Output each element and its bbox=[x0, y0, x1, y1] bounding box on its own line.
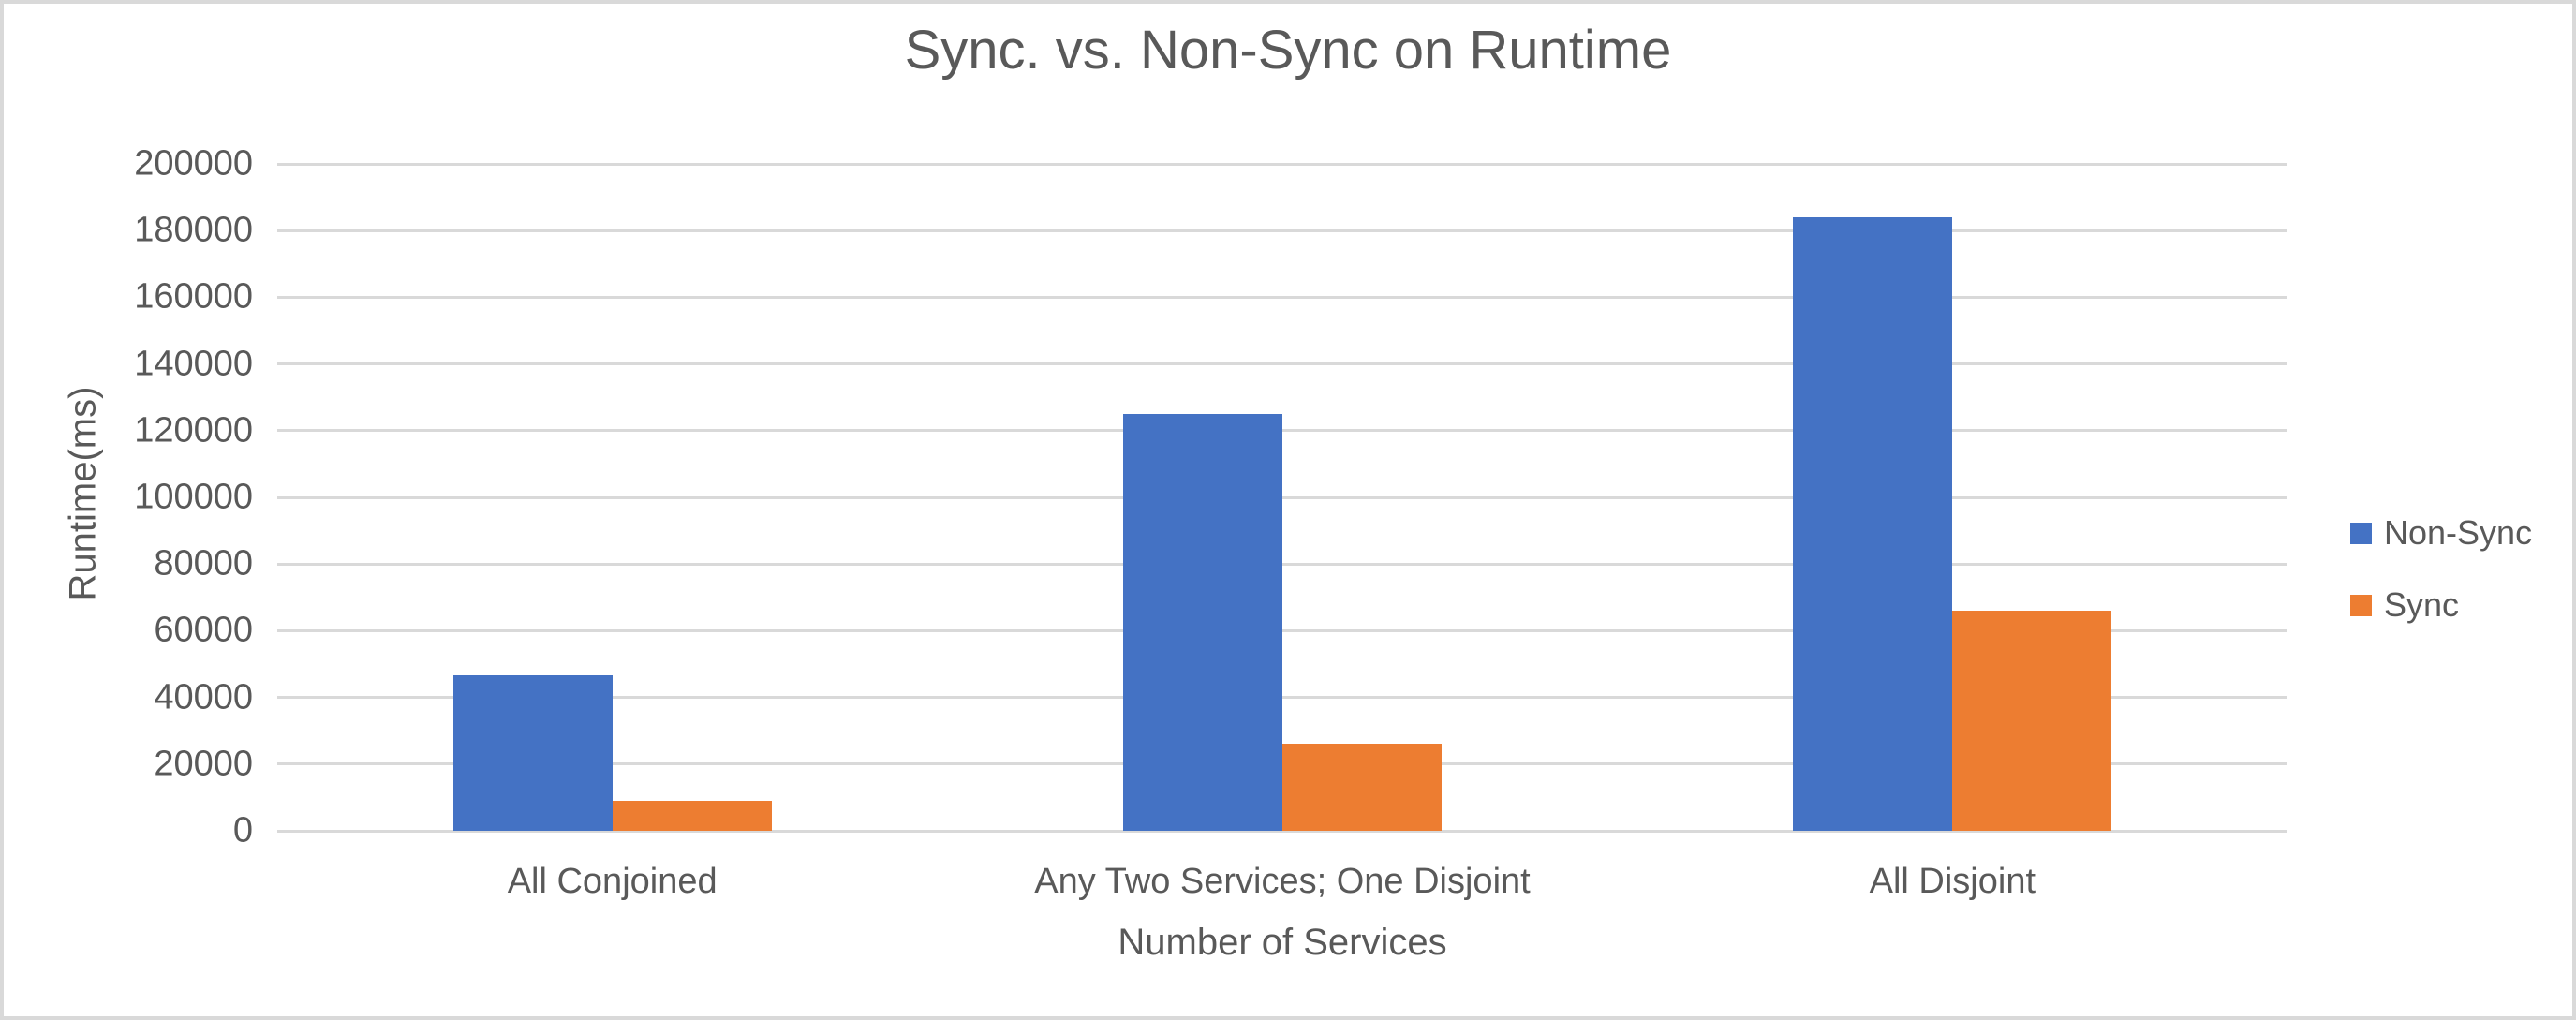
gridline-0 bbox=[277, 829, 2287, 833]
gridline-140000 bbox=[277, 362, 2287, 366]
bar-sync-any-two-services-one-disjoint bbox=[1282, 744, 1442, 831]
y-tick-label-40000: 40000 bbox=[154, 677, 253, 717]
legend-item-non-sync: Non-Sync bbox=[2350, 513, 2532, 553]
legend: Non-Sync Sync bbox=[2350, 4, 2572, 1016]
y-tick-label-20000: 20000 bbox=[154, 744, 253, 784]
bar-sync-all-disjoint bbox=[1952, 611, 2112, 831]
bar-non-sync-any-two-services-one-disjoint bbox=[1123, 414, 1282, 831]
gridline-200000 bbox=[277, 162, 2287, 166]
bar-non-sync-all-disjoint bbox=[1793, 216, 1953, 831]
y-tick-label-100000: 100000 bbox=[134, 477, 253, 517]
y-tick-label-140000: 140000 bbox=[134, 344, 253, 384]
y-axis-ticks: 0 20000 40000 60000 80000 100000 120000 140000 1… bbox=[4, 144, 253, 850]
legend-swatch-icon-sync bbox=[2350, 594, 2372, 616]
x-category-label-any-two-services-one-disjoint: Any Two Services; One Disjoint bbox=[1034, 862, 1531, 901]
y-tick-label-160000: 160000 bbox=[134, 276, 253, 317]
legend-item-sync: Sync bbox=[2350, 585, 2459, 625]
bar-sync-all-conjoined bbox=[612, 800, 772, 831]
gridline-60000 bbox=[277, 628, 2287, 632]
y-tick-label-120000: 120000 bbox=[134, 410, 253, 451]
x-category-label-all-conjoined: All Conjoined bbox=[507, 862, 718, 901]
x-axis-title: Number of Services bbox=[1118, 922, 1447, 963]
gridline-40000 bbox=[277, 696, 2287, 700]
gridline-180000 bbox=[277, 229, 2287, 232]
chart-title: Sync. vs. Non-Sync on Runtime bbox=[904, 20, 1672, 81]
y-tick-label-200000: 200000 bbox=[134, 143, 253, 184]
plot-area bbox=[277, 162, 2287, 833]
y-tick-label-180000: 180000 bbox=[134, 210, 253, 250]
x-axis-labels: All Conjoined Any Two Services; One Disjo… bbox=[277, 862, 2287, 909]
gridline-80000 bbox=[277, 562, 2287, 566]
gridline-160000 bbox=[277, 295, 2287, 299]
legend-label-non-sync: Non-Sync bbox=[2384, 513, 2533, 552]
x-category-label-all-disjoint: All Disjoint bbox=[1869, 862, 2036, 901]
y-tick-label-80000: 80000 bbox=[154, 543, 253, 584]
gridline-100000 bbox=[277, 495, 2287, 499]
y-tick-label-60000: 60000 bbox=[154, 610, 253, 650]
gridline-120000 bbox=[277, 429, 2287, 433]
legend-label-sync: Sync bbox=[2384, 585, 2460, 624]
y-tick-label-0: 0 bbox=[232, 810, 253, 850]
bar-non-sync-all-conjoined bbox=[452, 675, 613, 831]
legend-swatch-icon-non-sync bbox=[2350, 522, 2372, 544]
